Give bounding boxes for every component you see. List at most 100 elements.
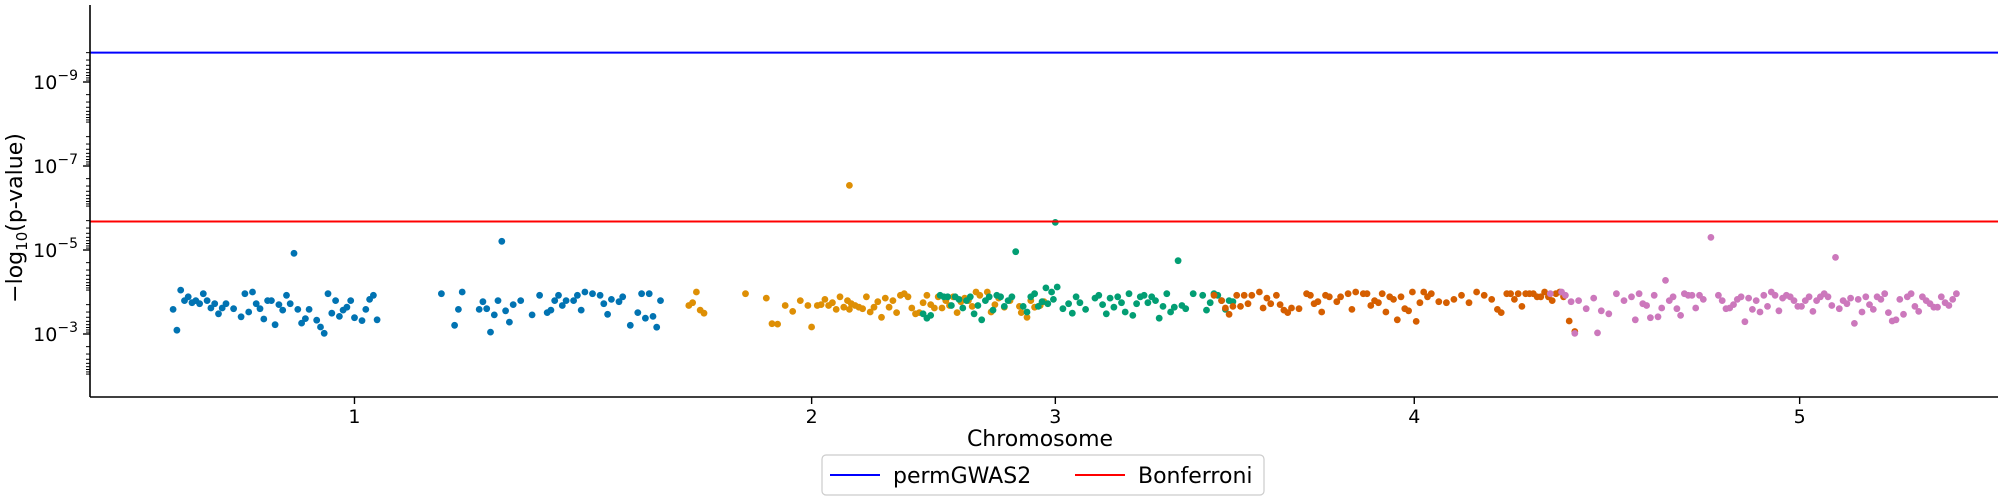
data-point-chr5-7 bbox=[1590, 294, 1598, 302]
data-point-chr1-19 bbox=[249, 288, 256, 296]
data-point-chr3-69 bbox=[1203, 306, 1210, 314]
data-point-chr3-31 bbox=[1044, 300, 1052, 308]
data-point-chr5-29 bbox=[1688, 291, 1696, 299]
data-point-chr4-36 bbox=[1375, 299, 1382, 307]
data-point-chr1b-13 bbox=[509, 301, 517, 308]
legend: permGWAS2 Bonferroni bbox=[821, 454, 1265, 496]
data-point-chr2-26 bbox=[863, 293, 870, 301]
data-point-chr1-7 bbox=[196, 300, 204, 308]
data-point-chr4-30 bbox=[1348, 306, 1356, 313]
x-tick-label: 3 bbox=[1049, 406, 1061, 428]
data-point-chr1-44 bbox=[347, 297, 355, 304]
x-tick-label: 4 bbox=[1408, 406, 1420, 428]
data-point-chr1b-38 bbox=[645, 290, 653, 298]
data-point-chr3-62 bbox=[1167, 308, 1174, 316]
data-point-chr4-56 bbox=[1473, 288, 1480, 296]
data-point-chr4-17 bbox=[1284, 309, 1292, 316]
data-point-chr4-57 bbox=[1480, 291, 1488, 299]
data-point-chr4-15 bbox=[1276, 301, 1284, 308]
data-point-chr5-40 bbox=[1737, 293, 1745, 301]
data-point-chr1b-29 bbox=[600, 300, 608, 308]
data-point-chr4-3 bbox=[1225, 310, 1233, 318]
data-point-chr3-48 bbox=[1114, 293, 1122, 301]
data-point-chr5-4 bbox=[1571, 330, 1579, 337]
data-point-chr3-60 bbox=[1159, 303, 1167, 310]
data-point-chr3-2 bbox=[927, 312, 935, 319]
data-point-chr4-53 bbox=[1450, 296, 1458, 303]
data-point-chr3-66 bbox=[1182, 305, 1190, 313]
data-point-chr4-6 bbox=[1237, 303, 1244, 310]
data-point-chr5-66 bbox=[1835, 305, 1843, 313]
data-point-chr5-8 bbox=[1594, 329, 1601, 337]
data-point-chr2-15 bbox=[821, 296, 829, 303]
data-point-chr4-29 bbox=[1344, 290, 1352, 298]
y-axis-title-sub: 10 bbox=[13, 232, 31, 251]
data-point-chr5-42 bbox=[1745, 294, 1752, 302]
data-point-chr5-24 bbox=[1669, 293, 1677, 301]
data-point-chr4-47 bbox=[1416, 299, 1424, 307]
data-point-chr4-44 bbox=[1405, 307, 1412, 315]
data-point-chr1b-9 bbox=[494, 297, 502, 304]
data-point-chr1b-28 bbox=[596, 291, 604, 299]
data-point-chr5-9 bbox=[1597, 307, 1605, 315]
axes bbox=[89, 5, 1998, 398]
data-point-chr3-29 bbox=[1038, 298, 1046, 306]
data-point-chr3-63 bbox=[1170, 303, 1178, 311]
data-point-chr4-50 bbox=[1427, 290, 1435, 298]
data-point-chr3-32 bbox=[1048, 288, 1055, 296]
data-point-chr4-8 bbox=[1244, 300, 1252, 308]
data-point-chr1-15 bbox=[230, 305, 238, 313]
data-point-chr1-30 bbox=[290, 249, 298, 257]
data-point-chr2-9 bbox=[789, 308, 797, 315]
data-point-chr2-68 bbox=[1023, 313, 1031, 321]
data-points bbox=[169, 182, 1960, 337]
data-point-chr4-45 bbox=[1409, 288, 1416, 296]
data-point-chr5-87 bbox=[1915, 308, 1923, 315]
data-point-chr5-14 bbox=[1631, 316, 1639, 324]
data-point-chr4-12 bbox=[1263, 294, 1271, 302]
data-point-chr3-41 bbox=[1082, 306, 1089, 313]
x-tick-label: 2 bbox=[806, 406, 818, 428]
data-point-chr5-73 bbox=[1862, 293, 1870, 301]
data-point-chr4-71 bbox=[1541, 288, 1548, 296]
data-point-chr5-5 bbox=[1575, 297, 1582, 304]
data-point-chr5-97 bbox=[1953, 290, 1960, 298]
data-point-chr4-60 bbox=[1497, 309, 1505, 316]
data-point-chr1-39 bbox=[328, 309, 336, 317]
data-point-chr3-30 bbox=[1042, 284, 1050, 292]
data-point-chr1-26 bbox=[275, 301, 283, 308]
data-point-chr4-37 bbox=[1378, 290, 1386, 298]
data-point-chr3-38 bbox=[1068, 309, 1076, 317]
data-point-chr2-31 bbox=[881, 294, 889, 302]
data-point-chr5-38 bbox=[1730, 301, 1737, 308]
data-point-chr1-16 bbox=[237, 313, 245, 321]
data-point-chr5-3 bbox=[1567, 298, 1575, 306]
data-point-chr3-61 bbox=[1163, 290, 1171, 298]
data-point-chr4-48 bbox=[1420, 288, 1428, 296]
data-point-chr2-2 bbox=[693, 288, 700, 296]
data-point-chr4-64 bbox=[1514, 290, 1522, 298]
data-point-chr5-6 bbox=[1582, 305, 1590, 313]
data-point-chr1-8 bbox=[199, 290, 207, 298]
data-point-chr5-77 bbox=[1877, 296, 1885, 303]
data-point-chr3-39 bbox=[1072, 293, 1080, 301]
y-axis-title-rest: (p-value) bbox=[3, 133, 28, 232]
data-point-chr4-33 bbox=[1363, 290, 1371, 298]
data-point-chr2-30 bbox=[878, 313, 885, 321]
data-point-chr1b-19 bbox=[551, 297, 559, 304]
data-point-chr1b-26 bbox=[581, 288, 589, 296]
data-point-chr3-6 bbox=[948, 302, 955, 309]
data-point-chr3-9 bbox=[959, 304, 967, 312]
data-point-chr4-46 bbox=[1412, 318, 1420, 325]
data-point-chr2-14 bbox=[817, 301, 825, 308]
data-point-chr5-12 bbox=[1620, 297, 1628, 304]
data-point-chr4-13 bbox=[1267, 300, 1275, 308]
data-point-chr1b-22 bbox=[562, 297, 570, 304]
data-point-chr1-1 bbox=[173, 326, 181, 334]
data-point-chr3-52 bbox=[1129, 312, 1137, 319]
data-point-chr2-6 bbox=[762, 294, 770, 302]
data-point-chr3-56 bbox=[1144, 299, 1152, 307]
data-point-chr4-52 bbox=[1443, 299, 1450, 307]
data-point-chr4-41 bbox=[1393, 316, 1401, 324]
data-point-chr2-11 bbox=[804, 302, 812, 309]
